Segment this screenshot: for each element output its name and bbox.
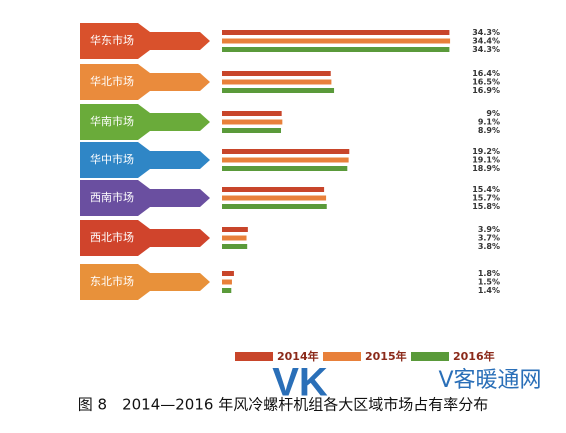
category-label: 华中市场 <box>90 152 134 166</box>
category-banner <box>80 23 210 59</box>
logo-text: V客暖通网 <box>438 368 541 393</box>
bar <box>222 204 327 209</box>
bar <box>222 235 247 241</box>
value-label: 19.1% <box>472 156 500 165</box>
value-label: 3.9% <box>478 225 500 234</box>
bar <box>222 271 234 276</box>
legend-swatch <box>235 352 273 361</box>
category-banner <box>80 104 210 140</box>
value-label: 8.9% <box>478 126 500 135</box>
bar <box>222 71 331 76</box>
bar <box>222 279 232 285</box>
legend-label: 2015年 <box>365 349 407 363</box>
value-label: 16.5% <box>472 78 500 87</box>
chart-title: 图 8 2014—2016 年风冷螺杆机组各大区域市场占有率分布 <box>78 396 488 414</box>
bar <box>222 195 327 201</box>
value-label: 9.1% <box>478 118 500 127</box>
value-label: 3.8% <box>478 242 500 251</box>
value-label: 34.4% <box>472 37 500 46</box>
value-label: 18.9% <box>472 164 500 173</box>
legend-label: 2014年 <box>277 349 319 363</box>
category-label: 东北市场 <box>90 274 134 288</box>
value-label: 1.8% <box>478 269 500 278</box>
value-label: 15.4% <box>472 185 500 194</box>
bar <box>222 119 283 125</box>
value-label: 19.2% <box>472 147 500 156</box>
value-label: 9% <box>486 109 500 118</box>
category-label: 西北市场 <box>90 230 134 244</box>
category-banner <box>80 64 210 100</box>
value-label: 16.4% <box>472 69 500 78</box>
legend-swatch <box>323 352 361 361</box>
value-label: 15.8% <box>472 202 500 211</box>
value-label: 1.4% <box>478 286 500 295</box>
bar <box>222 88 335 93</box>
bar <box>222 166 348 171</box>
bar <box>222 187 325 192</box>
value-label: 15.7% <box>472 194 500 203</box>
category-banner <box>80 180 210 216</box>
value-label: 34.3% <box>472 45 500 54</box>
value-label: 1.5% <box>478 278 500 287</box>
bar <box>222 288 232 293</box>
value-label: 3.7% <box>478 234 500 243</box>
category-label: 华南市场 <box>90 114 134 128</box>
category-label: 华东市场 <box>90 33 134 47</box>
bar <box>222 227 248 232</box>
bar <box>222 79 332 85</box>
bar <box>222 157 349 163</box>
category-banner <box>80 142 210 178</box>
value-label: 16.9% <box>472 86 500 95</box>
legend-swatch <box>411 352 449 361</box>
category-label: 西南市场 <box>90 190 134 204</box>
bar <box>222 149 350 154</box>
bar <box>222 244 248 249</box>
bar <box>222 47 450 52</box>
bar <box>222 30 450 35</box>
value-label: 34.3% <box>472 28 500 37</box>
bar <box>222 38 451 44</box>
bar <box>222 128 282 133</box>
category-banner <box>80 264 210 300</box>
legend-label: 2016年 <box>453 349 495 363</box>
bar <box>222 111 282 116</box>
category-label: 华北市场 <box>90 74 134 88</box>
logo-mark: VK <box>272 361 328 405</box>
category-banner <box>80 220 210 256</box>
